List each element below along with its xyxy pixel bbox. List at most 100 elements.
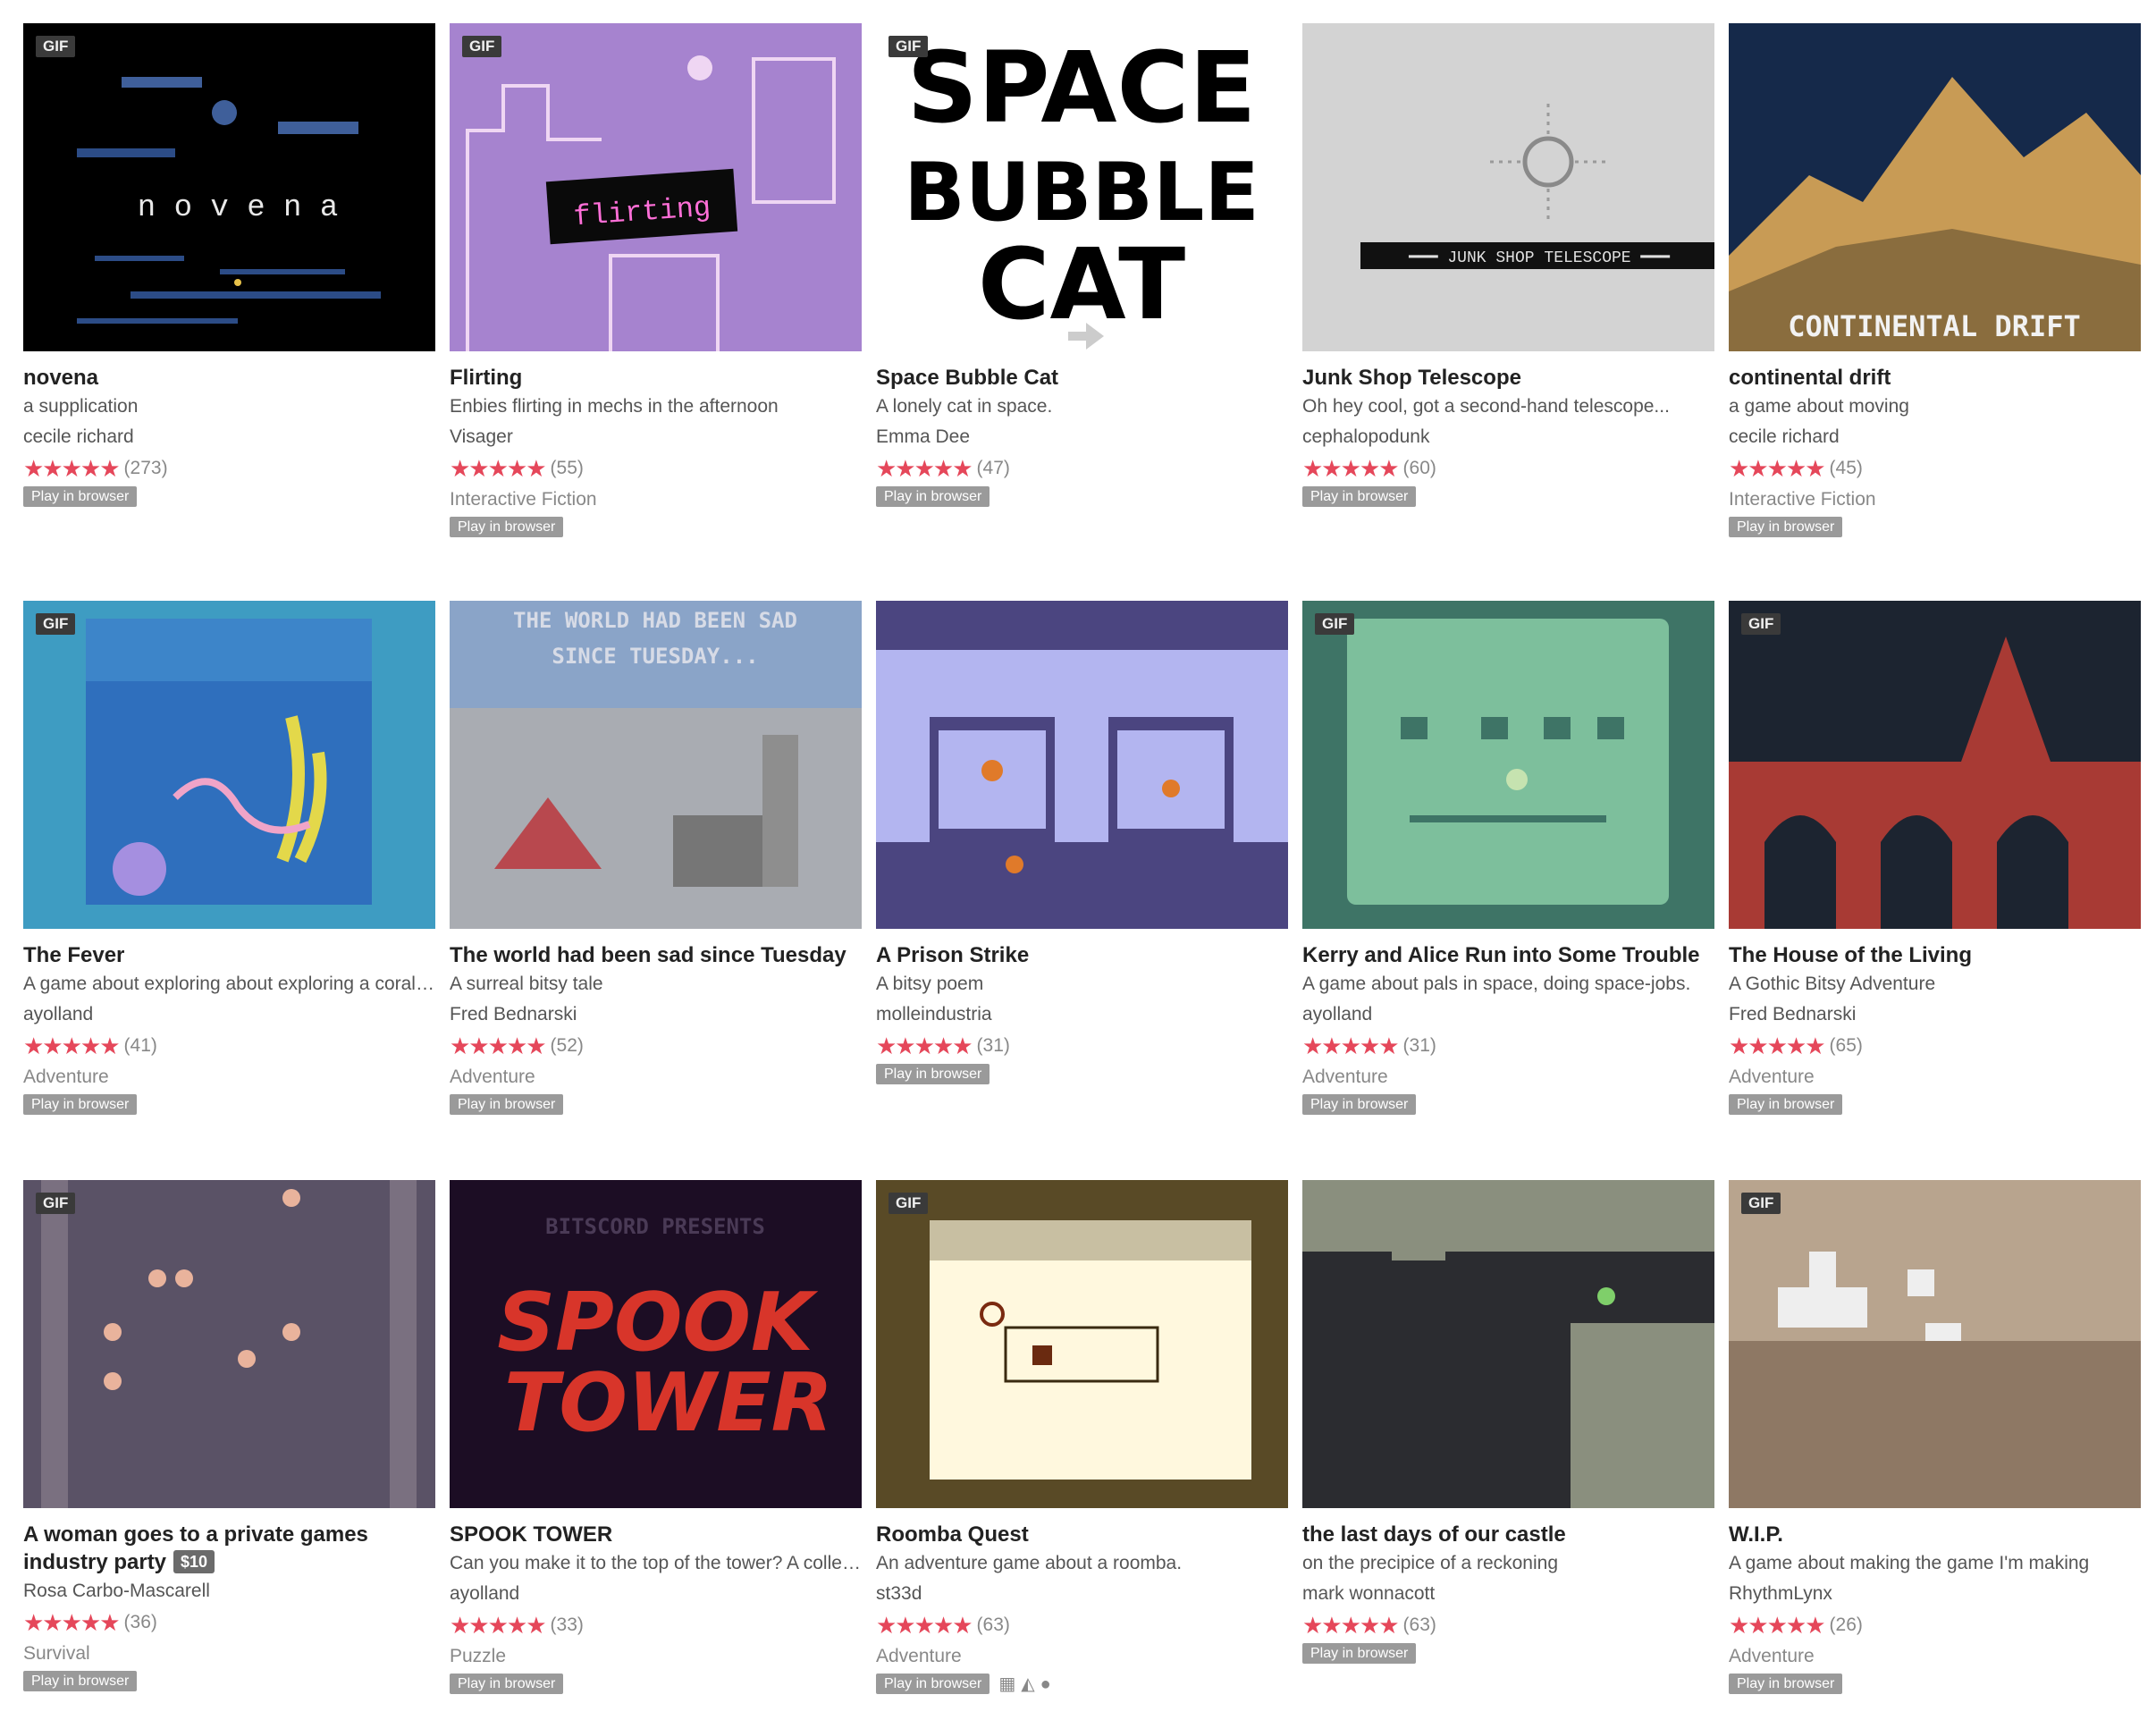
game-title-text[interactable]: continental drift: [1729, 366, 1891, 390]
game-card[interactable]: GIF Roomba Quest An adventure game about a…: [876, 1180, 1288, 1695]
game-title-text[interactable]: Flirting: [450, 366, 523, 390]
game-title-text[interactable]: the last days of our castle: [1302, 1522, 1566, 1547]
game-author-link[interactable]: Rosa Carbo-Mascarell: [23, 1581, 210, 1601]
game-thumbnail[interactable]: THE WORLD HAD BEEN SAD SINCE TUESDAY...: [450, 601, 862, 929]
game-thumbnail[interactable]: flirting GIF: [450, 23, 862, 351]
game-thumbnail[interactable]: GIF: [1729, 601, 2141, 929]
game-card[interactable]: GIF Kerry and Alice Run into Some Trouble…: [1302, 601, 1714, 1115]
game-title[interactable]: The House of the Living: [1729, 941, 2141, 969]
play-in-browser-badge: Play in browser: [876, 1674, 990, 1694]
game-card[interactable]: THE WORLD HAD BEEN SAD SINCE TUESDAY... …: [450, 601, 862, 1115]
game-card[interactable]: GIF A woman goes to a private games indus…: [23, 1180, 435, 1691]
game-author-link[interactable]: st33d: [876, 1583, 922, 1604]
game-title-text[interactable]: The House of the Living: [1729, 943, 1973, 967]
game-title-text[interactable]: Junk Shop Telescope: [1302, 366, 1521, 390]
game-title[interactable]: The world had been sad since Tuesday: [450, 941, 862, 969]
game-card[interactable]: the last days of our castle on the precip…: [1302, 1180, 1714, 1664]
game-title[interactable]: The Fever: [23, 941, 435, 969]
game-title-text[interactable]: A Prison Strike: [876, 943, 1030, 967]
game-author-link[interactable]: Visager: [450, 426, 513, 447]
gif-badge: GIF: [1741, 1193, 1781, 1214]
game-title[interactable]: W.I.P.: [1729, 1521, 2141, 1548]
game-author-link[interactable]: Fred Bednarski: [450, 1004, 577, 1024]
game-title[interactable]: SPOOK TOWER: [450, 1521, 862, 1548]
play-in-browser-badge: Play in browser: [876, 1064, 990, 1084]
game-title-text[interactable]: W.I.P.: [1729, 1522, 1783, 1547]
game-genre: Survival: [23, 1643, 90, 1664]
game-card[interactable]: CONTINENTAL DRIFT continental drift a game…: [1729, 23, 2141, 537]
play-in-browser-badge: Play in browser: [1729, 1094, 1843, 1115]
game-title[interactable]: novena: [23, 364, 435, 392]
game-thumbnail[interactable]: GIF: [23, 601, 435, 929]
game-author-link[interactable]: mark wonnacott: [1302, 1583, 1436, 1604]
game-author-link[interactable]: molleindustria: [876, 1004, 992, 1024]
game-thumbnail[interactable]: [876, 601, 1288, 929]
game-card[interactable]: n o v e n a GIF novena a supplication cecil…: [23, 23, 435, 507]
star-rating-icon: ★★★★★: [23, 455, 121, 482]
game-genre: Adventure: [876, 1646, 962, 1666]
game-author-link[interactable]: cephalopodunk: [1302, 426, 1430, 447]
game-author-link[interactable]: Fred Bednarski: [1729, 1004, 1857, 1024]
game-title[interactable]: Flirting: [450, 364, 862, 392]
game-title[interactable]: Space Bubble Cat: [876, 364, 1288, 392]
game-thumbnail[interactable]: CONTINENTAL DRIFT: [1729, 23, 2141, 351]
game-author-link[interactable]: ayolland: [23, 1004, 94, 1024]
rating-count: (63): [1402, 1615, 1436, 1635]
svg-text:SINCE TUESDAY...: SINCE TUESDAY...: [552, 644, 758, 669]
game-thumbnail[interactable]: SPACE BUBBLE CAT GIF: [876, 23, 1288, 351]
game-card[interactable]: GIF The House of the Living A Gothic Bitsy…: [1729, 601, 2141, 1115]
game-thumbnail[interactable]: n o v e n a GIF: [23, 23, 435, 351]
game-thumbnail[interactable]: GIF: [23, 1180, 435, 1508]
game-title-text[interactable]: novena: [23, 366, 99, 390]
game-title-text[interactable]: The Fever: [23, 943, 125, 967]
svg-text:THE WORLD HAD BEEN SAD: THE WORLD HAD BEEN SAD: [513, 608, 797, 633]
game-card[interactable]: SPACE BUBBLE CAT GIF Space Bubble Cat A lo…: [876, 23, 1288, 507]
game-description: Can you make it to the top of the tower?…: [450, 1553, 862, 1573]
game-card[interactable]: BITSCORD PRESENTS SPOOK TOWER SPOOK TOWER…: [450, 1180, 862, 1694]
game-title[interactable]: Kerry and Alice Run into Some Trouble: [1302, 941, 1714, 969]
game-card[interactable]: GIF W.I.P. A game about making the game I'…: [1729, 1180, 2141, 1694]
game-card[interactable]: ━━━ JUNK SHOP TELESCOPE ━━━ Junk Shop Tel…: [1302, 23, 1714, 507]
game-rating: ★★★★★ (55): [450, 452, 862, 485]
linux-icon: ◭: [1021, 1674, 1035, 1695]
star-rating-icon: ★★★★★: [23, 1033, 121, 1059]
gif-badge: GIF: [889, 1193, 929, 1214]
game-title[interactable]: the last days of our castle: [1302, 1521, 1714, 1548]
game-card[interactable]: GIF The Fever A game about exploring about…: [23, 601, 435, 1115]
game-title[interactable]: Junk Shop Telescope: [1302, 364, 1714, 392]
game-title-text[interactable]: A woman goes to a private games industry…: [23, 1522, 368, 1574]
game-author-link[interactable]: ayolland: [1302, 1004, 1373, 1024]
game-thumbnail[interactable]: ━━━ JUNK SHOP TELESCOPE ━━━: [1302, 23, 1714, 351]
thumbnail-art: [1729, 1180, 2141, 1508]
game-thumbnail[interactable]: BITSCORD PRESENTS SPOOK TOWER: [450, 1180, 862, 1508]
game-rating: ★★★★★ (65): [1729, 1030, 2141, 1062]
game-genre: Adventure: [1729, 1646, 1815, 1666]
gif-badge: GIF: [36, 613, 76, 635]
star-rating-icon: ★★★★★: [1729, 1612, 1826, 1639]
game-title-text[interactable]: SPOOK TOWER: [450, 1522, 613, 1547]
game-title[interactable]: A woman goes to a private games industry…: [23, 1521, 435, 1576]
game-author-link[interactable]: cecile richard: [23, 426, 134, 447]
game-card[interactable]: A Prison Strike A bitsy poem molleindustri…: [876, 601, 1288, 1084]
game-title[interactable]: continental drift: [1729, 364, 2141, 392]
thumbnail-art: [876, 1180, 1288, 1508]
game-thumbnail[interactable]: GIF: [876, 1180, 1288, 1508]
game-author-link[interactable]: RhythmLynx: [1729, 1583, 1832, 1604]
game-title-text[interactable]: Kerry and Alice Run into Some Trouble: [1302, 943, 1700, 967]
game-author-link[interactable]: Emma Dee: [876, 426, 971, 447]
game-thumbnail[interactable]: [1302, 1180, 1714, 1508]
thumbnail-art: CONTINENTAL DRIFT: [1729, 23, 2141, 351]
game-description: A surreal bitsy tale: [450, 974, 603, 994]
game-card[interactable]: flirting GIF Flirting Enbies flirting in me…: [450, 23, 862, 537]
game-title[interactable]: Roomba Quest: [876, 1521, 1288, 1548]
game-rating: ★★★★★ (63): [1302, 1609, 1714, 1641]
game-author-link[interactable]: cecile richard: [1729, 426, 1840, 447]
game-title-text[interactable]: Roomba Quest: [876, 1522, 1029, 1547]
game-title-text[interactable]: The world had been sad since Tuesday: [450, 943, 846, 967]
game-title-text[interactable]: Space Bubble Cat: [876, 366, 1059, 390]
game-thumbnail[interactable]: GIF: [1729, 1180, 2141, 1508]
game-title[interactable]: A Prison Strike: [876, 941, 1288, 969]
star-rating-icon: ★★★★★: [23, 1609, 121, 1636]
game-author-link[interactable]: ayolland: [450, 1583, 520, 1604]
game-thumbnail[interactable]: GIF: [1302, 601, 1714, 929]
